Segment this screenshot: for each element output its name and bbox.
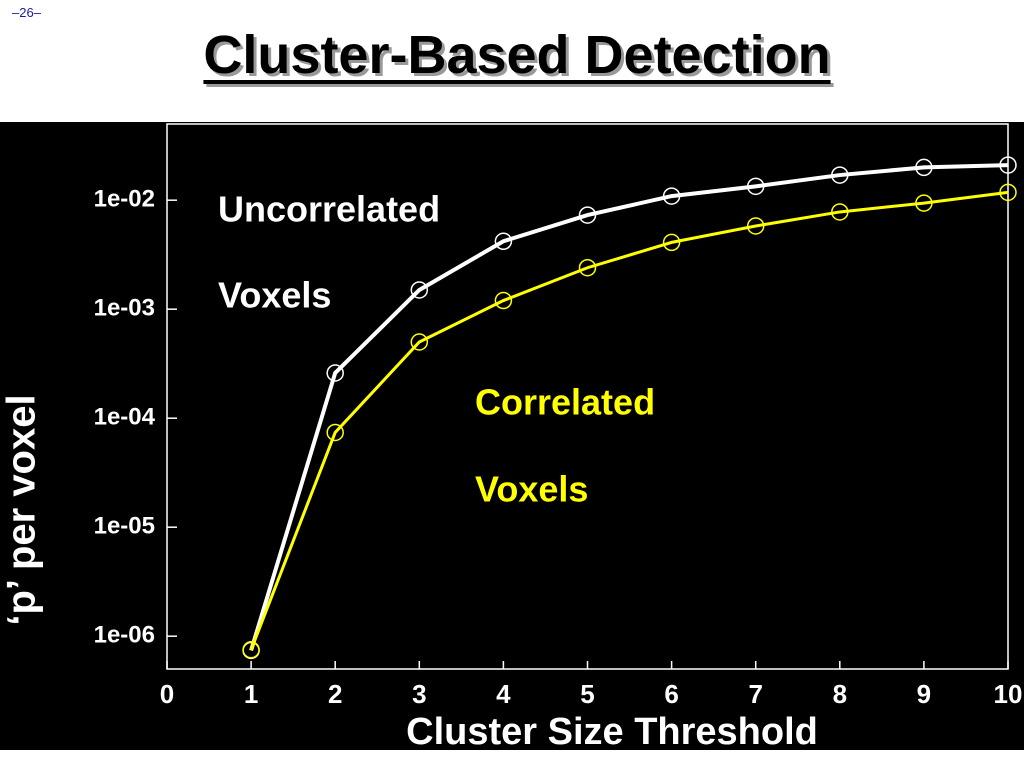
data-point — [326, 364, 344, 382]
data-point — [915, 158, 933, 177]
x-axis-label: Cluster Size Threshold — [406, 711, 818, 750]
data-point — [831, 166, 849, 184]
data-point — [494, 291, 513, 310]
data-point — [578, 258, 597, 277]
data-point — [746, 217, 765, 235]
x-tick-label: 0 — [160, 679, 174, 709]
x-tick-label: 6 — [664, 679, 678, 709]
data-point — [578, 206, 597, 224]
data-point — [831, 203, 849, 221]
series-label: Uncorrelated — [218, 189, 440, 230]
data-point — [494, 232, 513, 251]
data-point — [999, 183, 1017, 202]
data-point — [410, 333, 429, 351]
x-tick-label: 8 — [833, 679, 847, 709]
data-point — [662, 187, 681, 205]
x-tick-label: 9 — [917, 679, 931, 709]
x-tick-label: 5 — [580, 679, 594, 709]
y-tick-label: 1e-03 — [94, 295, 155, 322]
y-tick-label: 1e-04 — [94, 404, 156, 431]
x-tick-label: 1 — [244, 679, 258, 709]
x-tick-label: 2 — [328, 679, 342, 709]
chart-background — [0, 122, 1024, 750]
data-point — [410, 281, 429, 299]
data-point — [999, 156, 1017, 174]
y-tick-label: 1e-02 — [94, 186, 155, 213]
x-tick-label: 3 — [412, 679, 426, 709]
chart-title: Cluster-Based Detection — [203, 25, 831, 85]
data-point — [746, 177, 765, 196]
chart: Cluster Size Threshold ‘p’ per voxel 0 1 2… — [0, 122, 1024, 750]
slide-number: –26– — [12, 5, 41, 20]
series-label: Correlated — [475, 382, 655, 423]
data-point — [915, 194, 933, 212]
series-label: Voxels — [218, 275, 331, 316]
x-tick-label: 7 — [748, 679, 762, 709]
series-label: Voxels — [475, 469, 588, 510]
y-axis-label: ‘p’ per voxel — [0, 394, 44, 625]
x-tick-label: 10 — [994, 679, 1023, 709]
x-tick-label: 4 — [496, 679, 511, 709]
data-point — [242, 641, 260, 659]
series-line — [249, 163, 1009, 652]
y-tick-label: 1e-05 — [94, 513, 155, 540]
data-point — [326, 423, 344, 442]
series-line — [249, 190, 1009, 651]
data-point — [662, 233, 681, 252]
y-tick-label: 1e-06 — [94, 622, 155, 649]
